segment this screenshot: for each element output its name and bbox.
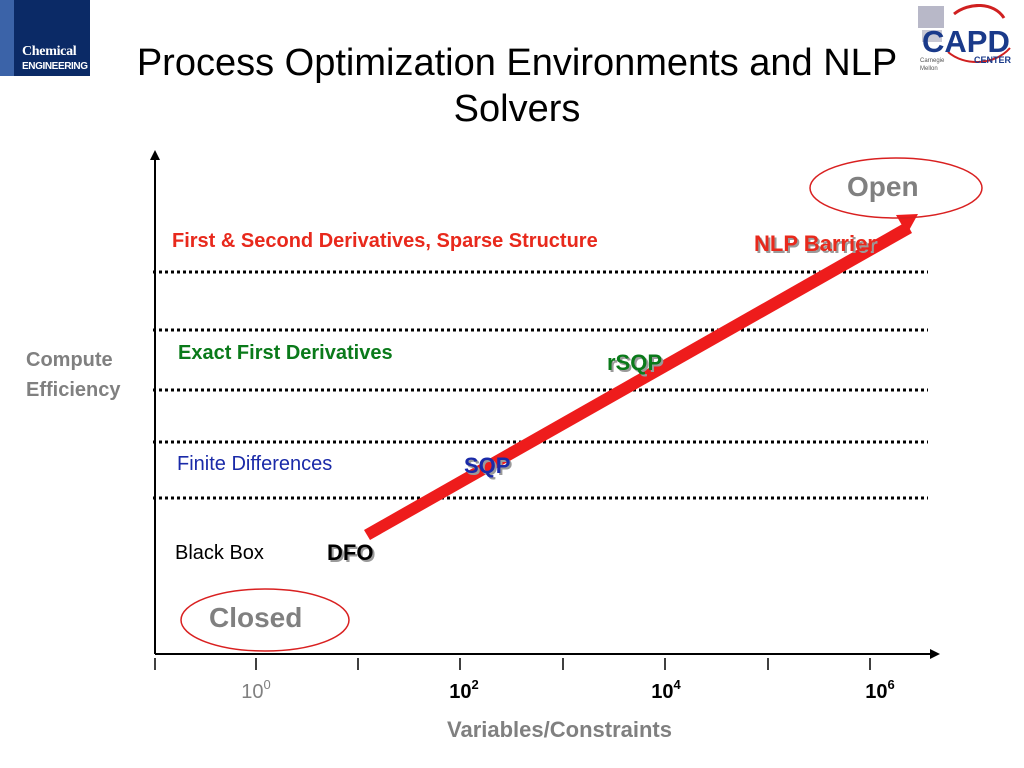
level-label-exact-first: Exact First Derivatives xyxy=(178,342,393,364)
method-rsqp: rSQP xyxy=(607,350,663,375)
tick-exponent: 2 xyxy=(471,677,479,692)
logo-right-sub: CENTER xyxy=(974,55,1012,65)
open-ellipse xyxy=(809,157,983,219)
y-axis-arrowhead xyxy=(150,150,160,160)
y-axis-title: Compute Efficiency xyxy=(26,345,120,405)
method-nlp-barrier: NLP Barrier xyxy=(754,231,876,256)
y-axis-title-line2: Efficiency xyxy=(26,379,121,401)
progress-arrowhead xyxy=(896,214,918,234)
tick-base: 10 xyxy=(651,681,674,703)
logo-right-small1: Carnegie xyxy=(920,58,945,64)
tick-exponent: 6 xyxy=(887,677,895,692)
x-axis-arrowhead xyxy=(930,649,940,659)
level-label-sparse: First & Second Derivatives, Sparse Struc… xyxy=(172,230,598,252)
x-tick-label: 102 xyxy=(436,677,492,704)
capd-center-logo: CAPD CENTER Carnegie Mellon xyxy=(918,4,1012,72)
x-tick-label: 106 xyxy=(852,677,908,704)
logo-left-line1: Chemical xyxy=(22,44,77,59)
level-label-finite-diff: Finite Differences xyxy=(177,453,333,475)
tick-exponent: 4 xyxy=(673,677,681,692)
chemical-engineering-logo: Chemical ENGINEERING xyxy=(0,0,90,76)
logo-right-main: CAPD xyxy=(922,24,1010,59)
logo-left-line2: ENGINEERING xyxy=(22,61,88,72)
tick-exponent: 0 xyxy=(263,677,271,692)
tick-base: 10 xyxy=(865,681,888,703)
closed-label: Closed xyxy=(209,602,303,633)
tick-base: 10 xyxy=(241,681,264,703)
level-label-black-box: Black Box xyxy=(175,542,264,564)
closed-ellipse xyxy=(180,588,350,652)
logo-right-small2: Mellon xyxy=(920,66,938,72)
method-dfo: DFO xyxy=(327,540,374,565)
x-tick-label: 104 xyxy=(638,677,694,704)
slide-title: Process Optimization Environments and NL… xyxy=(136,42,898,130)
open-label: Open xyxy=(847,171,919,202)
method-sqp: SQP xyxy=(464,453,511,478)
x-tick-label: 100 xyxy=(228,677,284,704)
x-axis-title: Variables/Constraints xyxy=(447,717,672,742)
tick-base: 10 xyxy=(449,681,472,703)
progress-arrow xyxy=(364,222,912,540)
y-axis-title-line1: Compute xyxy=(26,349,113,371)
